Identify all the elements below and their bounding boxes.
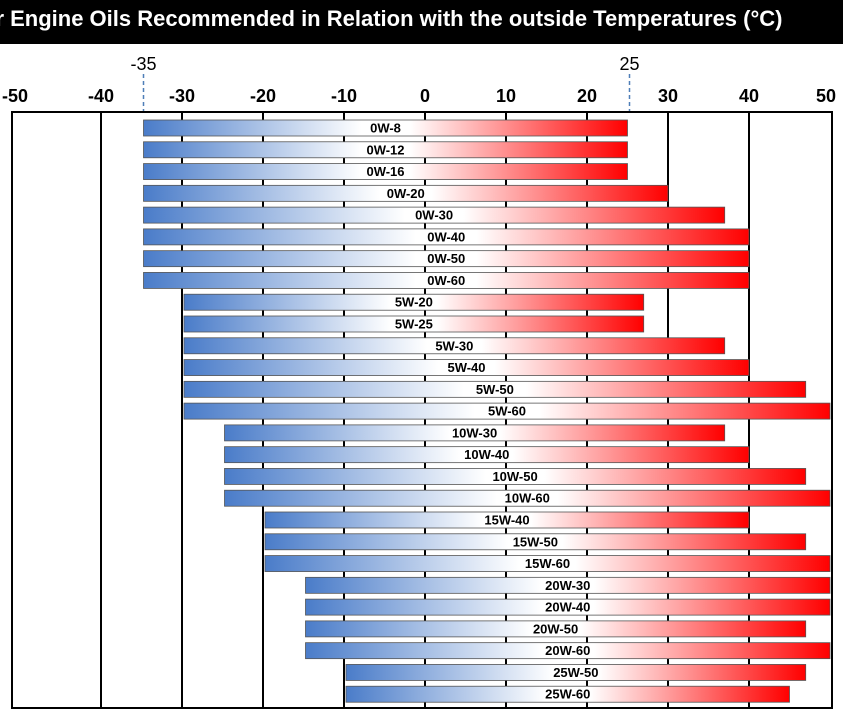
oil-grade-label: 5W-30 <box>435 338 473 353</box>
oil-grade-label: 15W-50 <box>513 534 558 549</box>
x-tick-label: 20 <box>577 86 597 106</box>
oil-range-bar <box>143 272 750 289</box>
x-tick-label: 10 <box>496 86 516 106</box>
x-tick-label: -40 <box>88 86 114 106</box>
oil-grade-label: 10W-60 <box>505 491 550 506</box>
oil-range-bar <box>224 468 807 485</box>
oil-range-bar <box>143 184 669 202</box>
x-tick-label: -10 <box>331 86 357 106</box>
oil-grade-bars: 0W-8 0W-12 0W-16 0W-20 0W-30 0W-40 0W-50 0W-60 5… <box>143 119 831 703</box>
oil-range-bar <box>224 489 831 507</box>
oil-range-bar <box>183 402 831 420</box>
oil-grade-label: 20W-50 <box>533 621 578 636</box>
oil-range-bar <box>224 424 726 442</box>
oil-range-bar <box>143 206 726 224</box>
oil-grade-label: 10W-30 <box>452 425 497 440</box>
x-tick-label: 40 <box>739 86 759 106</box>
x-tick-label: 30 <box>658 86 678 106</box>
oil-grade-label: 20W-40 <box>545 600 590 615</box>
oil-grade-label: 0W-16 <box>366 164 404 179</box>
x-tick-label: -30 <box>169 86 195 106</box>
oil-range-bar <box>305 642 831 660</box>
oil-range-bar <box>143 119 628 137</box>
chart-title: or Engine Oils Recommended in Relation w… <box>0 6 783 31</box>
oil-grade-label: 5W-20 <box>395 295 433 310</box>
oil-grade-label: 0W-20 <box>387 186 425 201</box>
x-tick-label: 50 <box>816 86 836 106</box>
oil-grade-label: 20W-60 <box>545 643 590 658</box>
oil-range-bar <box>305 620 807 638</box>
oil-grade-label: 5W-60 <box>488 404 526 419</box>
oil-range-bar <box>224 446 750 464</box>
oil-grade-label: 0W-30 <box>415 208 453 223</box>
oil-range-bar <box>143 228 750 246</box>
x-tick-label: 0 <box>420 86 430 106</box>
oil-range-bar <box>143 141 628 159</box>
oil-grade-label: 0W-60 <box>427 273 465 288</box>
x-tick-label: -20 <box>250 86 276 106</box>
oil-range-bar <box>264 511 750 529</box>
oil-grade-label: 0W-8 <box>370 121 401 136</box>
oil-grade-label: 25W-50 <box>553 665 598 680</box>
oil-range-bar <box>183 337 726 355</box>
x-axis-tick-labels: -50 -40 -30 -20 -10 0 10 20 30 40 50 <box>2 86 836 106</box>
oil-range-bar <box>305 576 831 594</box>
oil-range-bar <box>143 163 628 180</box>
oil-grade-label: 20W-30 <box>545 578 590 593</box>
oil-range-bar <box>345 685 790 703</box>
oil-grade-label: 0W-12 <box>366 142 404 157</box>
oil-range-bar <box>305 598 831 616</box>
oil-range-bar <box>264 555 831 572</box>
reference-line-label: 25 <box>619 54 639 74</box>
oil-grade-label: 0W-40 <box>427 229 465 244</box>
oil-grade-label: 15W-40 <box>484 513 529 528</box>
oil-range-bar <box>264 533 807 551</box>
oil-grade-label: 10W-50 <box>492 469 537 484</box>
oil-grade-label: 5W-40 <box>447 360 485 375</box>
oil-grade-label: 5W-25 <box>395 317 433 332</box>
reference-line-label: -35 <box>130 54 156 74</box>
oil-grade-label: 15W-60 <box>525 556 570 571</box>
oil-grade-label: 10W-40 <box>464 447 509 462</box>
reference-lines: -35 25 <box>130 54 640 112</box>
oil-range-bar <box>183 315 645 333</box>
oil-grade-label: 25W-60 <box>545 687 590 702</box>
oil-range-bar <box>183 293 645 311</box>
chart-title-bar: or Engine Oils Recommended in Relation w… <box>0 0 843 44</box>
oil-grade-label: 5W-50 <box>476 382 514 397</box>
oil-range-bar <box>183 380 807 398</box>
oil-range-bar <box>143 250 750 268</box>
oil-range-bar <box>183 359 750 376</box>
oil-range-bar <box>345 664 807 681</box>
oil-grade-label: 0W-50 <box>427 251 465 266</box>
x-tick-label: -50 <box>2 86 28 106</box>
